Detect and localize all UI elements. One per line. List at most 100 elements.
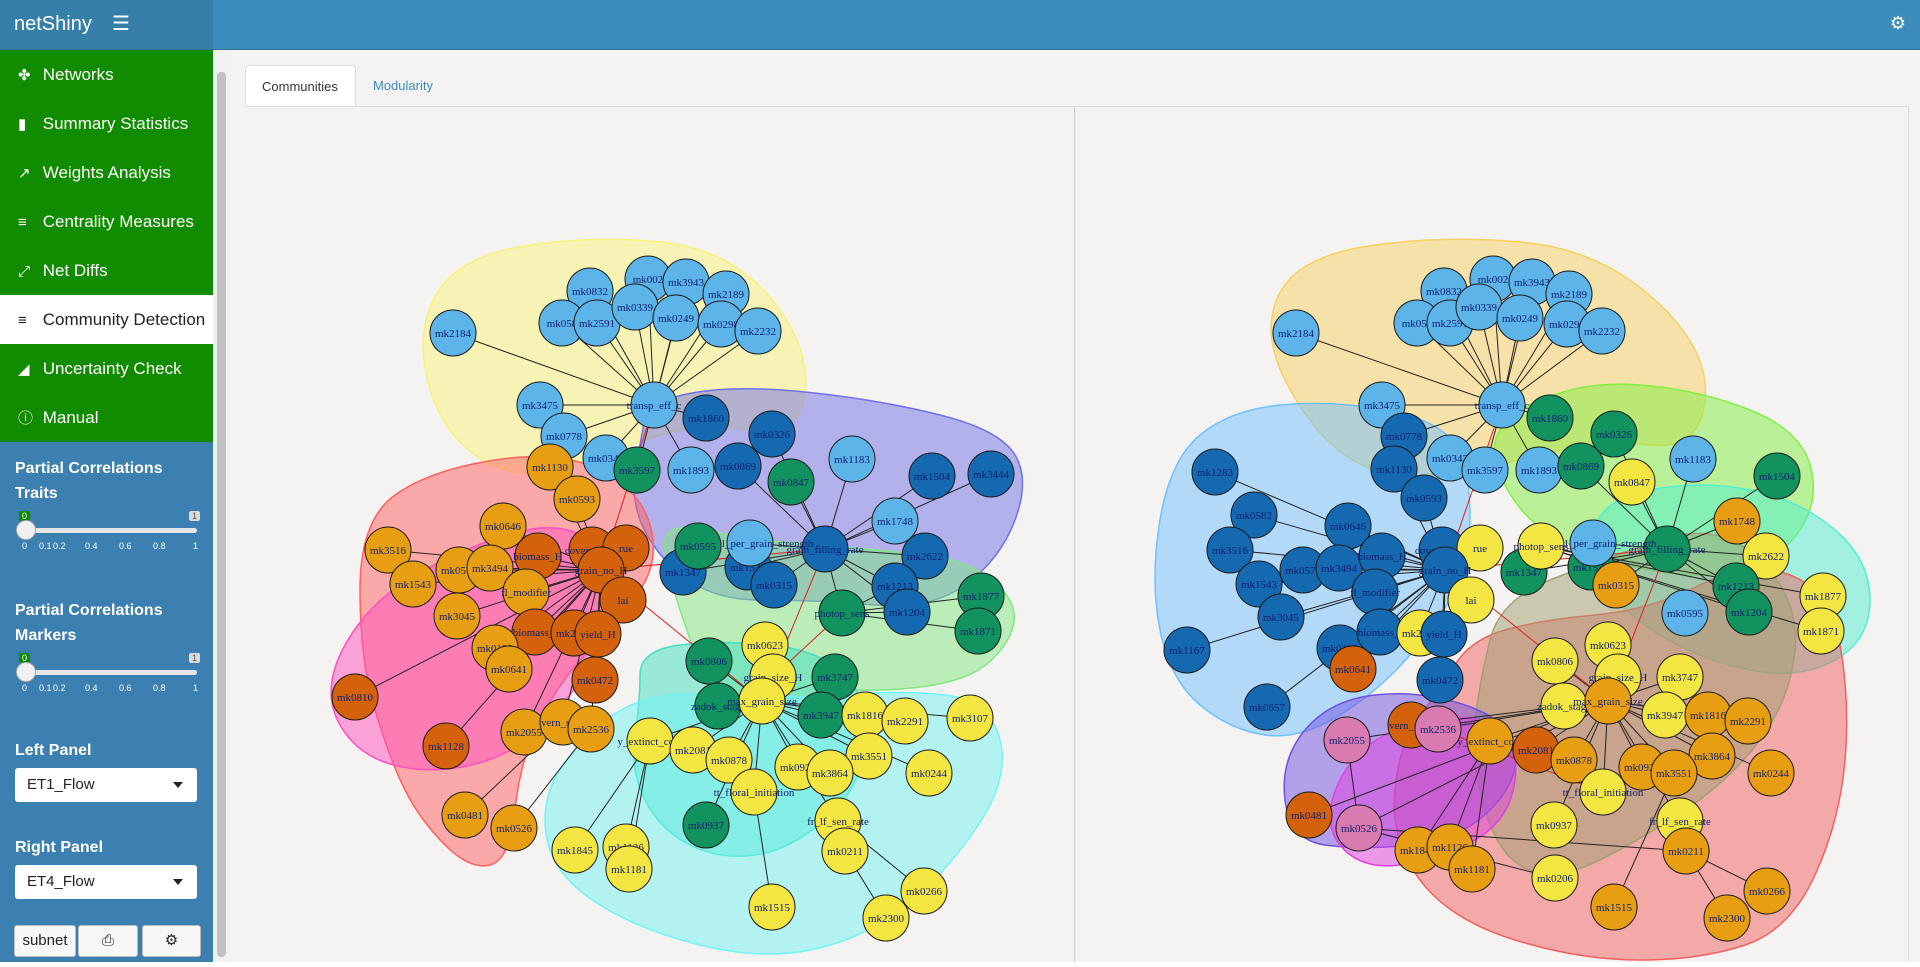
network-node[interactable]: mk1877 [957,572,1005,620]
network-node[interactable]: transp_eff_c [1475,381,1530,429]
network-node[interactable]: mk0810 [331,673,379,721]
network-node[interactable]: mk0646 [1324,502,1372,550]
network-node[interactable]: mk2081 [669,726,717,774]
network-node[interactable]: mk1515 [1590,883,1638,931]
network-node[interactable]: photop_sens [815,589,870,637]
network-node[interactable]: mk0847 [767,458,815,506]
network-node[interactable]: y_extinct_coef [617,717,683,765]
network-node[interactable]: mk0878 [705,736,753,784]
network-node[interactable]: mk1893 [667,446,715,494]
network-node[interactable]: mk0249 [1496,294,1544,342]
network-node[interactable]: mk0595 [674,522,722,570]
network-node[interactable]: mk2622 [901,532,949,580]
network-node[interactable]: mk1130 [526,443,574,491]
network-node[interactable]: mk1860 [682,394,730,442]
network-node[interactable]: zadok_stage [1537,682,1591,730]
network-node[interactable]: grain_no_H [1419,546,1472,594]
network-node[interactable]: mk3943 [1508,258,1556,306]
network-node[interactable]: mk1515 [748,883,796,931]
network-node[interactable]: biomass_H [513,532,563,580]
network-node[interactable]: mk0806 [685,637,733,685]
network-node[interactable]: mk0526 [1335,804,1383,852]
network-node[interactable]: photop_sens [1514,522,1569,570]
sidebar-item-centrality-measures[interactable]: ≡ Centrality Measures [0,197,213,246]
network-node[interactable]: mk3444 [967,450,1015,498]
network-node[interactable]: max_grain_size [1573,677,1643,725]
network-node[interactable]: mk0595 [1661,589,1709,637]
network-node[interactable]: mk0298 [697,300,745,348]
sidebar-item-net-diffs[interactable]: ⤢ Net Diffs [0,246,213,295]
network-node[interactable]: mk0593 [1400,474,1448,522]
network-node[interactable]: mk1860 [1526,394,1574,442]
network-node[interactable]: mk0869 [714,442,762,490]
network-node[interactable]: mk2232 [1578,307,1626,355]
network-node[interactable]: mk0582 [1230,491,1278,539]
network-node[interactable]: mk0575 [1279,546,1327,594]
hamburger-icon[interactable]: ☰ [112,13,130,35]
network-node[interactable]: mk2055 [1323,716,1371,764]
network-node[interactable]: mk0937 [1530,801,1578,849]
left-panel-select[interactable]: ET1_Flow [15,768,197,802]
network-node[interactable]: mk0481 [441,791,489,839]
network-node[interactable]: mk0847 [1608,458,1656,506]
sidebar-item-manual[interactable]: ⓘ Manual [0,393,213,442]
network-node[interactable]: mk2291 [881,697,929,745]
subnet-button[interactable]: subnet [14,925,76,957]
network-node[interactable]: mk0937 [682,801,730,849]
network-node[interactable]: mk2232 [734,307,782,355]
sidebar-item-community-detection[interactable]: ≡ Community Detection [0,295,213,344]
network-node[interactable]: mk1128 [422,722,470,770]
network-node[interactable]: lai [1447,576,1495,624]
network-node[interactable]: mk2622 [1742,532,1790,580]
network-node[interactable]: mk0266 [900,867,948,915]
network-node[interactable]: mk3516 [1206,526,1254,574]
network-node[interactable]: mk0623 [741,621,789,669]
network-node[interactable]: mk0249 [652,294,700,342]
network-node[interactable]: mk1183 [828,435,876,483]
network-node[interactable]: tt_floral_initiation [714,768,795,816]
network-node[interactable]: rue [1456,524,1504,572]
network-node[interactable]: mk0806 [1531,637,1579,685]
network-node[interactable]: mk0472 [1416,656,1464,704]
network-node[interactable]: mk058 [538,299,586,347]
print-button[interactable]: ⎙ [78,925,138,957]
sidebar-item-networks[interactable]: ✤ Networks [0,50,213,99]
network-node[interactable]: mk0641 [485,645,533,693]
network-node[interactable]: mk2591 [573,299,621,347]
network-node[interactable]: mk2300 [862,894,910,942]
network-node[interactable]: mk0211 [821,827,869,875]
network-node[interactable]: mk2300 [1703,894,1751,942]
settings-button[interactable]: ⚙ [142,925,201,957]
network-node[interactable]: mk1871 [1797,607,1845,655]
sidebar-item-uncertainty-check[interactable]: ◢ Uncertainty Check [0,344,213,393]
network-node[interactable]: mk1181 [605,845,653,893]
network-node[interactable]: mk1504 [1753,452,1801,500]
network-node[interactable]: mk0481 [1285,791,1333,839]
network-node[interactable]: mk3747 [1656,653,1704,701]
network-node[interactable]: mk0339 [1455,283,1503,331]
network-node[interactable]: mk3551 [845,732,893,780]
network-node[interactable]: mk0244 [905,749,953,797]
network-node[interactable]: grain_filling_rate [1629,525,1706,573]
network-node[interactable]: mk3494 [1315,544,1363,592]
network-node[interactable]: mk1748 [871,497,919,545]
network-node[interactable]: mk1893 [1515,446,1563,494]
slider-handle[interactable] [16,520,36,540]
network-node[interactable]: mk0526 [490,804,538,852]
network-node[interactable]: mk3947 [797,691,845,739]
network-node[interactable]: mk0657 [1243,683,1291,731]
app-brand[interactable]: netShiny [0,0,213,49]
tab-communities[interactable]: Communities [245,65,356,107]
network-node[interactable]: mk3747 [811,653,859,701]
network-node[interactable]: mk1816 [1684,691,1732,739]
network-node[interactable]: biomass_t [1356,608,1404,656]
network-node[interactable]: mk3107 [946,694,994,742]
network-node[interactable]: mk0326 [748,410,796,458]
network-node[interactable]: mk0593 [553,475,601,523]
network-node[interactable]: mk3597 [613,446,661,494]
network-node[interactable]: mk1130 [1370,445,1418,493]
network-node[interactable]: mk2536 [567,705,615,753]
network-node[interactable]: mk1748 [1713,497,1761,545]
network-node[interactable]: transp_eff_c [627,381,682,429]
network-node[interactable]: mk3045 [1257,593,1305,641]
